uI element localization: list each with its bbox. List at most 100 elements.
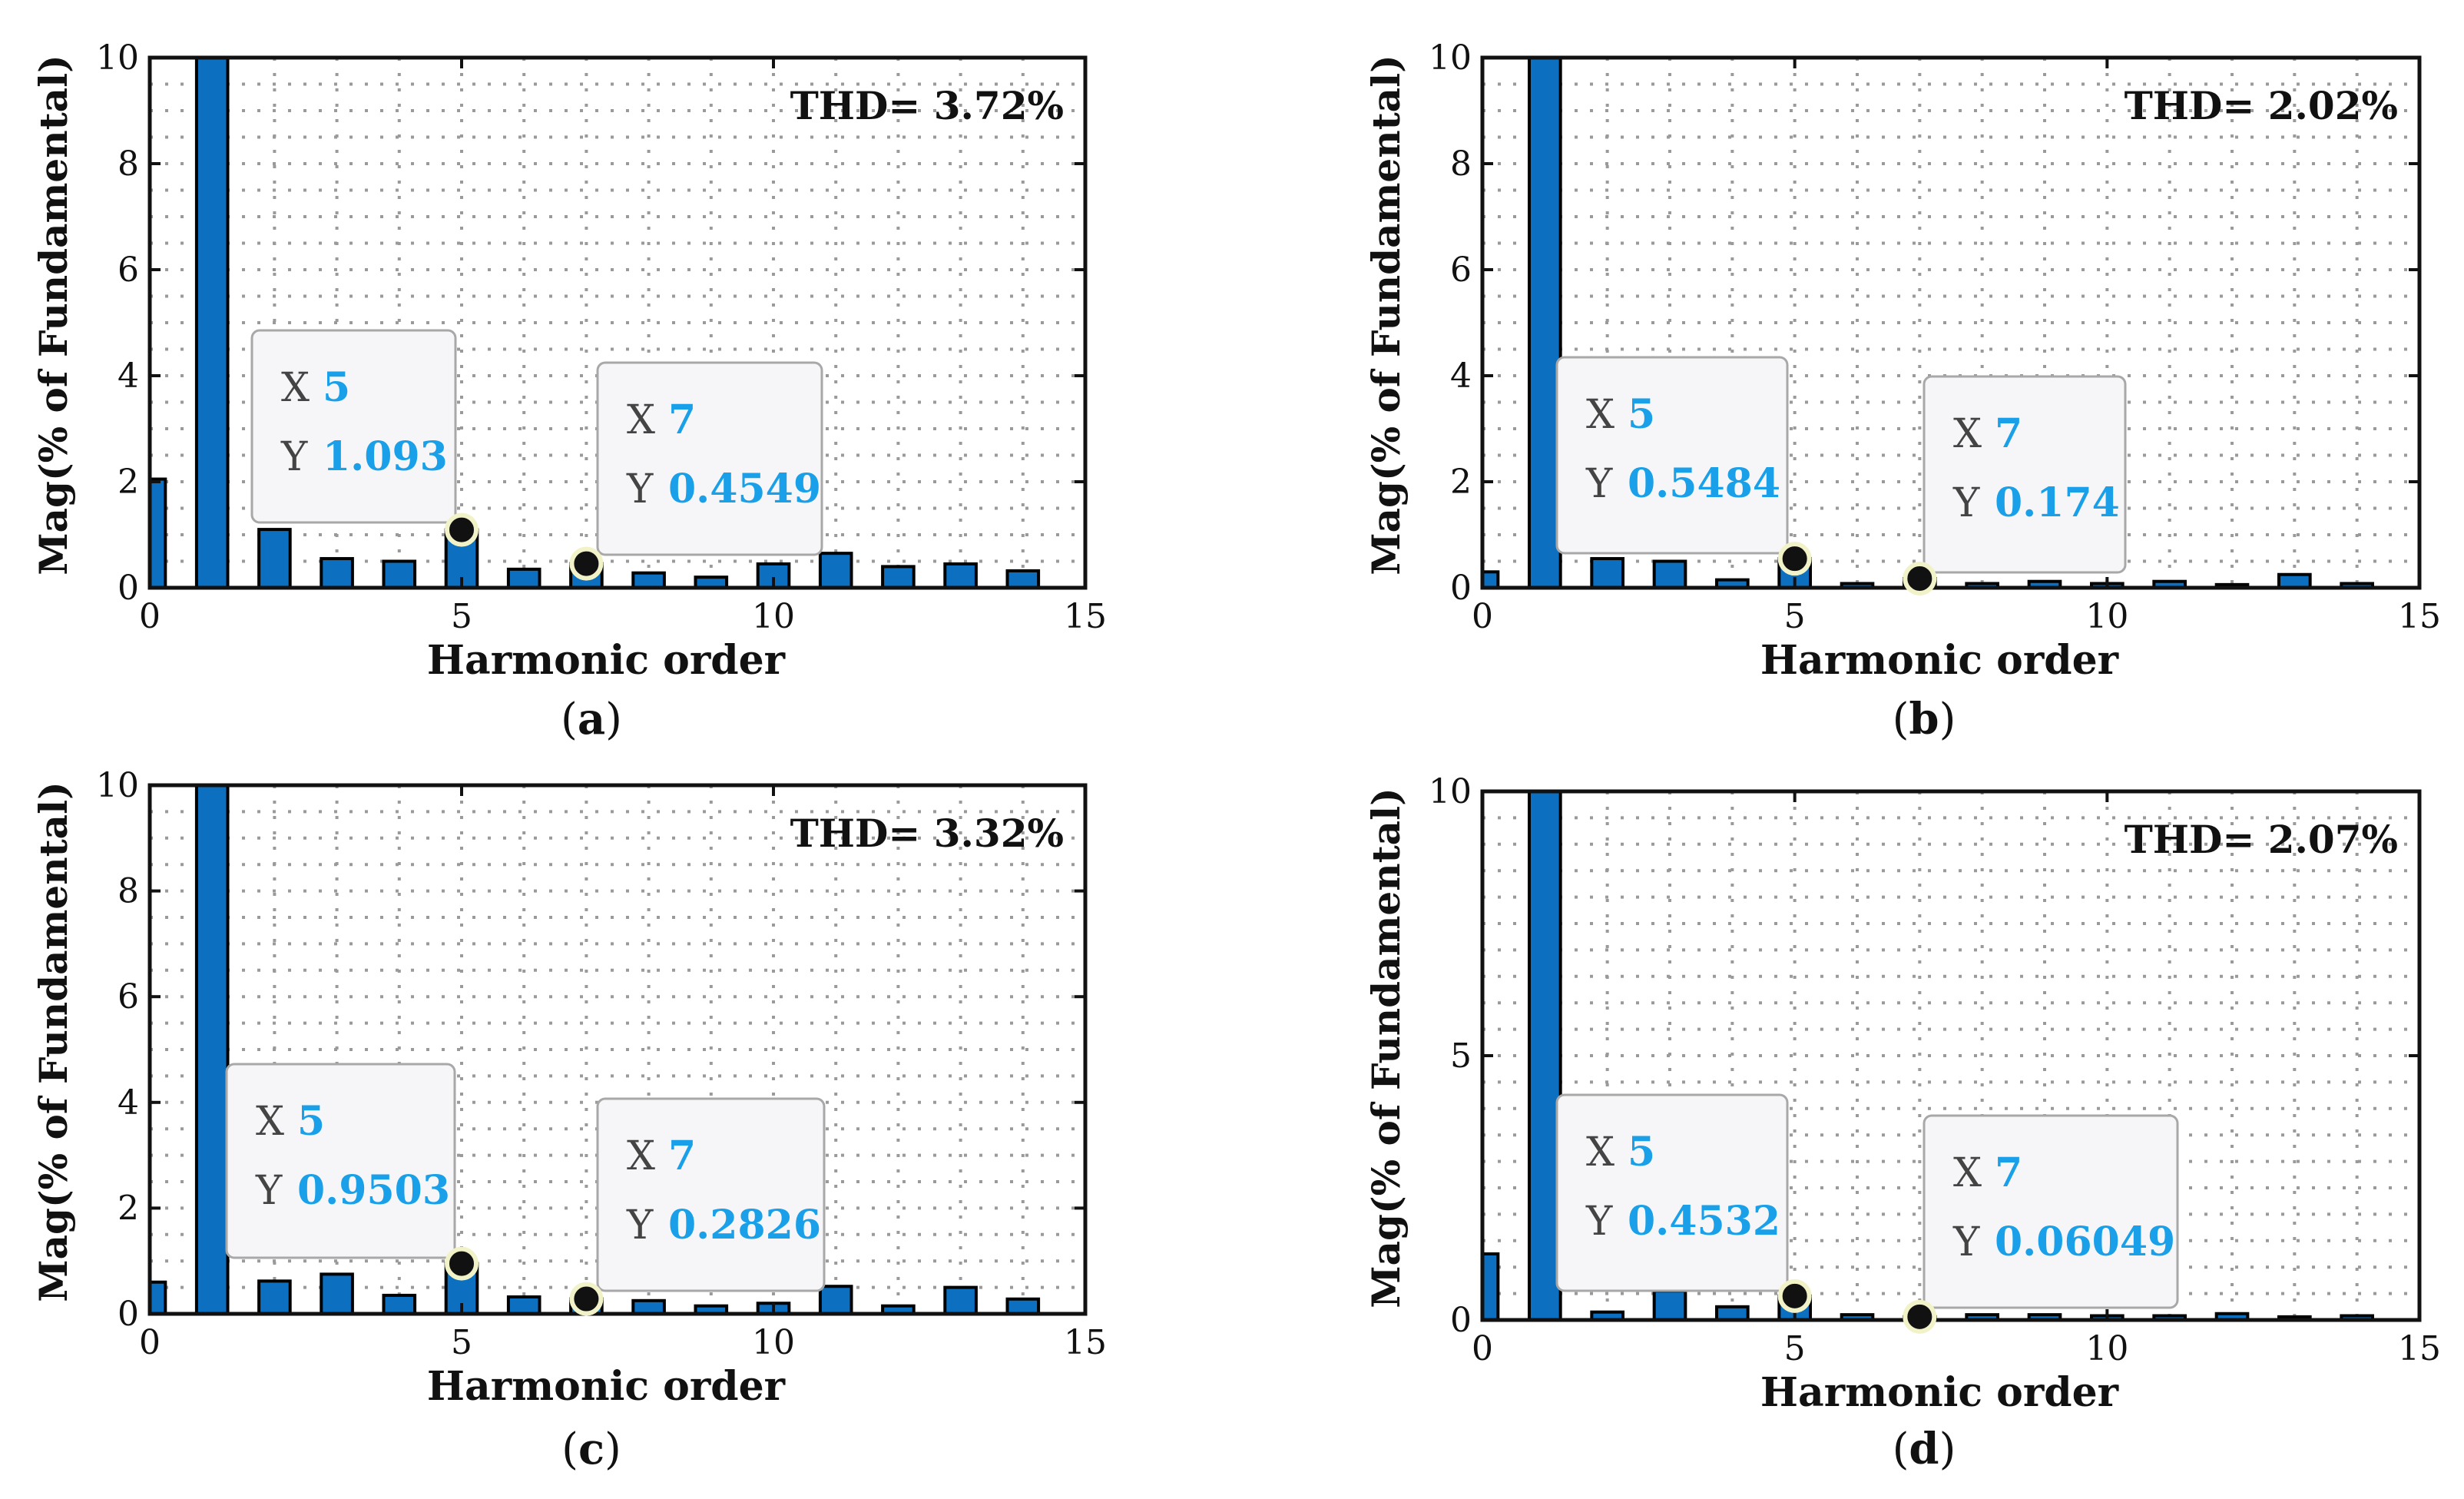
y-tick-label: 6 — [118, 250, 139, 290]
x-tick-label: 15 — [2398, 597, 2441, 636]
datatip-x-key: X — [1953, 411, 1982, 457]
datatip-marker — [445, 1246, 479, 1281]
panel-label-open: ( — [561, 695, 578, 745]
bar — [818, 552, 853, 588]
bar — [1715, 578, 1750, 588]
y-tick-label: 10 — [1429, 38, 1472, 78]
x-tick-label: 5 — [451, 597, 472, 636]
datatip-y-value: 0.06049 — [1995, 1219, 2175, 1265]
x-tick-label: 0 — [139, 1323, 161, 1362]
bar — [382, 1293, 417, 1314]
datatip: X 5Y 1.093 — [250, 329, 479, 547]
y-tick-label: 0 — [1450, 1301, 1472, 1340]
bar — [694, 575, 729, 588]
datatip-x-value: 5 — [1628, 1129, 1655, 1176]
bar — [1482, 1252, 1500, 1320]
bar — [1590, 557, 1624, 588]
y-tick-label: 10 — [1429, 772, 1472, 811]
datatip-marker — [1777, 1278, 1812, 1313]
y-tick-label: 6 — [118, 977, 139, 1016]
datatip-box — [250, 329, 457, 524]
plot-frame — [1480, 55, 2422, 590]
y-axis-label: Mag(% of Fundamental) — [31, 781, 76, 1302]
bar — [818, 1285, 853, 1314]
bar — [1715, 1305, 1750, 1320]
bar — [150, 477, 167, 588]
datatip-y-key: Y — [1585, 461, 1613, 507]
datatip: X 7Y 0.174 — [1903, 375, 2127, 595]
datatip-marker — [1777, 542, 1812, 576]
bars — [1482, 58, 2374, 588]
y-axis-label: Mag(% of Fundamental) — [1363, 55, 1409, 575]
datatip: X 7Y 0.2826 — [569, 1097, 826, 1316]
x-tick-label: 0 — [1472, 597, 1493, 636]
datatip-x-key: X — [627, 1133, 655, 1179]
datatip-box — [1555, 1093, 1789, 1292]
datatip-y-key: Y — [1952, 480, 1980, 526]
bar — [320, 1272, 354, 1314]
y-tick-label: 0 — [118, 1295, 139, 1334]
bar — [257, 1279, 292, 1314]
y-tick-label: 6 — [1450, 250, 1472, 290]
panel-label-open: ( — [561, 1424, 578, 1474]
y-tick-label: 8 — [1450, 144, 1472, 184]
panel-label-open: ( — [1893, 1424, 1909, 1474]
bar — [150, 1280, 167, 1314]
datatip: X 7Y 0.06049 — [1903, 1114, 2179, 1334]
datatip-y-key: Y — [255, 1168, 283, 1214]
x-tick-label: 15 — [1064, 597, 1107, 636]
datatip-x-key: X — [627, 397, 655, 443]
bar — [257, 528, 292, 588]
datatip-y-value: 0.2826 — [668, 1202, 821, 1249]
bar — [194, 58, 230, 588]
datatip: X 5Y 0.4532 — [1555, 1093, 1812, 1313]
x-tick-label: 5 — [451, 1323, 472, 1362]
bar — [881, 565, 916, 588]
y-tick-label: 8 — [118, 144, 139, 184]
datatip-y-value: 0.4549 — [668, 466, 821, 512]
plot-frame — [147, 55, 1088, 590]
bars — [150, 58, 1041, 588]
bar — [1528, 58, 1562, 588]
datatip-y-key: Y — [1585, 1199, 1613, 1245]
datatip-x-value: 5 — [297, 1098, 325, 1145]
panel-label-close: ) — [604, 1424, 621, 1474]
panel-label-close: ) — [605, 695, 622, 745]
bar — [943, 1285, 978, 1314]
bar — [881, 1304, 916, 1314]
panel-label-letter: a — [578, 694, 605, 745]
bar — [1482, 570, 1500, 588]
datatip-x-key: X — [1953, 1150, 1982, 1196]
datatip-box — [1923, 1114, 2179, 1309]
bar — [1652, 559, 1687, 588]
panel-label-letter: d — [1909, 1424, 1939, 1474]
y-tick-label: 8 — [118, 872, 139, 911]
y-tick-label: 0 — [118, 569, 139, 608]
panel-label-letter: b — [1909, 694, 1939, 745]
datatip-y-key: Y — [1952, 1219, 1980, 1265]
x-axis-label: Harmonic order — [1760, 1369, 2119, 1416]
x-tick-label: 15 — [2398, 1329, 2441, 1368]
x-tick-label: 0 — [139, 597, 161, 636]
bar — [2277, 572, 2312, 588]
x-tick-label: 10 — [752, 597, 795, 636]
datatip-box — [596, 361, 823, 556]
panel-label: (c) — [561, 1424, 621, 1474]
bar — [1528, 791, 1562, 1320]
y-tick-label: 4 — [118, 1083, 139, 1123]
datatip-marker — [1903, 561, 1937, 595]
bar — [1005, 569, 1041, 588]
datatip-x-value: 7 — [1995, 410, 2022, 457]
x-tick-label: 5 — [1784, 597, 1806, 636]
x-axis-label: Harmonic order — [427, 637, 786, 684]
panel-label: (a) — [561, 694, 622, 745]
bar — [506, 1295, 541, 1314]
x-tick-label: 0 — [1472, 1329, 1493, 1368]
bar — [1652, 1289, 1687, 1320]
x-tick-label: 10 — [2085, 1329, 2128, 1368]
panel-label-close: ) — [1939, 1424, 1956, 1474]
datatip-x-value: 5 — [1628, 391, 1655, 438]
